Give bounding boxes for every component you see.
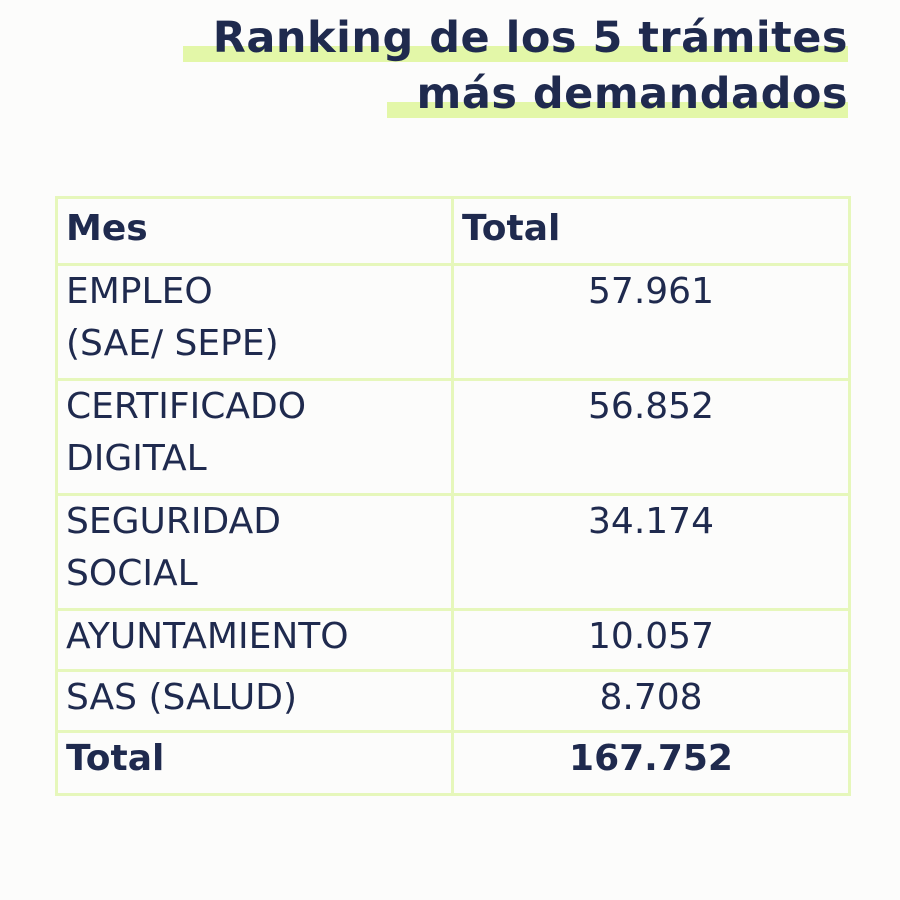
- page-title: Ranking de los 5 trámites más demandados: [182, 10, 848, 122]
- table-row: EMPLEO (SAE/ SEPE) 57.961: [55, 263, 851, 381]
- row-value: 57.961: [451, 263, 851, 381]
- title-line-2: más demandados: [386, 66, 848, 122]
- table-row: SAS (SALUD) 8.708: [55, 669, 851, 733]
- row-value: 34.174: [451, 493, 851, 611]
- row-label: SEGURIDAD SOCIAL: [55, 493, 454, 611]
- row-value: 56.852: [451, 378, 851, 496]
- header-total: Total: [451, 196, 851, 266]
- total-value: 167.752: [451, 730, 851, 796]
- row-label: AYUNTAMIENTO: [55, 608, 454, 672]
- row-label-line-2: SOCIAL: [66, 553, 198, 594]
- total-label: Total: [55, 730, 454, 796]
- table-total-row: Total 167.752: [55, 730, 851, 796]
- table-row: CERTIFICADO DIGITAL 56.852: [55, 378, 851, 496]
- row-label-line-1: SEGURIDAD: [66, 501, 281, 542]
- row-label-line-2: DIGITAL: [66, 438, 207, 479]
- table-header-row: Mes Total: [55, 196, 851, 266]
- row-label-line-1: CERTIFICADO: [66, 386, 307, 427]
- ranking-table: Mes Total EMPLEO (SAE/ SEPE) 57.961 CERT…: [55, 196, 851, 796]
- table-row: AYUNTAMIENTO 10.057: [55, 608, 851, 672]
- header-mes: Mes: [55, 196, 454, 266]
- table-row: SEGURIDAD SOCIAL 34.174: [55, 493, 851, 611]
- row-label: SAS (SALUD): [55, 669, 454, 733]
- row-value: 8.708: [451, 669, 851, 733]
- row-label: EMPLEO (SAE/ SEPE): [55, 263, 454, 381]
- row-label-line-2: (SAE/ SEPE): [66, 323, 279, 364]
- row-label-line-1: EMPLEO: [66, 271, 213, 312]
- title-line-1: Ranking de los 5 trámites: [182, 10, 848, 66]
- row-value: 10.057: [451, 608, 851, 672]
- row-label: CERTIFICADO DIGITAL: [55, 378, 454, 496]
